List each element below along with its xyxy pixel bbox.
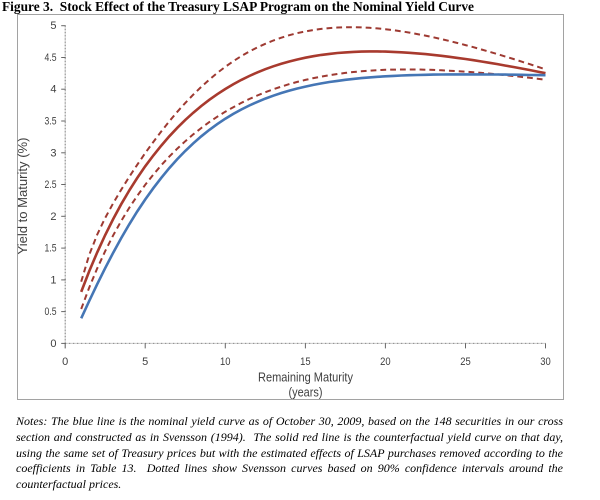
svg-text:2: 2 (50, 211, 56, 223)
svg-text:4.5: 4.5 (45, 52, 57, 64)
svg-text:1: 1 (50, 274, 56, 286)
svg-text:0: 0 (62, 356, 68, 368)
svg-text:(years): (years) (289, 386, 323, 400)
svg-text:3.5: 3.5 (45, 116, 57, 128)
svg-text:Remaining Maturity: Remaining Maturity (258, 371, 354, 385)
svg-text:1.5: 1.5 (45, 243, 57, 255)
svg-text:0: 0 (50, 338, 56, 350)
svg-text:5: 5 (142, 356, 148, 368)
svg-text:20: 20 (380, 356, 391, 368)
svg-text:Yield to Maturity (%): Yield to Maturity (%) (16, 138, 30, 255)
svg-text:30: 30 (540, 356, 551, 368)
svg-text:2.5: 2.5 (45, 179, 57, 191)
svg-text:4: 4 (50, 84, 56, 96)
svg-text:10: 10 (220, 356, 231, 368)
svg-text:0.5: 0.5 (45, 306, 57, 318)
svg-text:15: 15 (300, 356, 311, 368)
svg-text:3: 3 (50, 147, 56, 159)
svg-text:25: 25 (460, 356, 471, 368)
svg-text:5: 5 (50, 20, 56, 32)
